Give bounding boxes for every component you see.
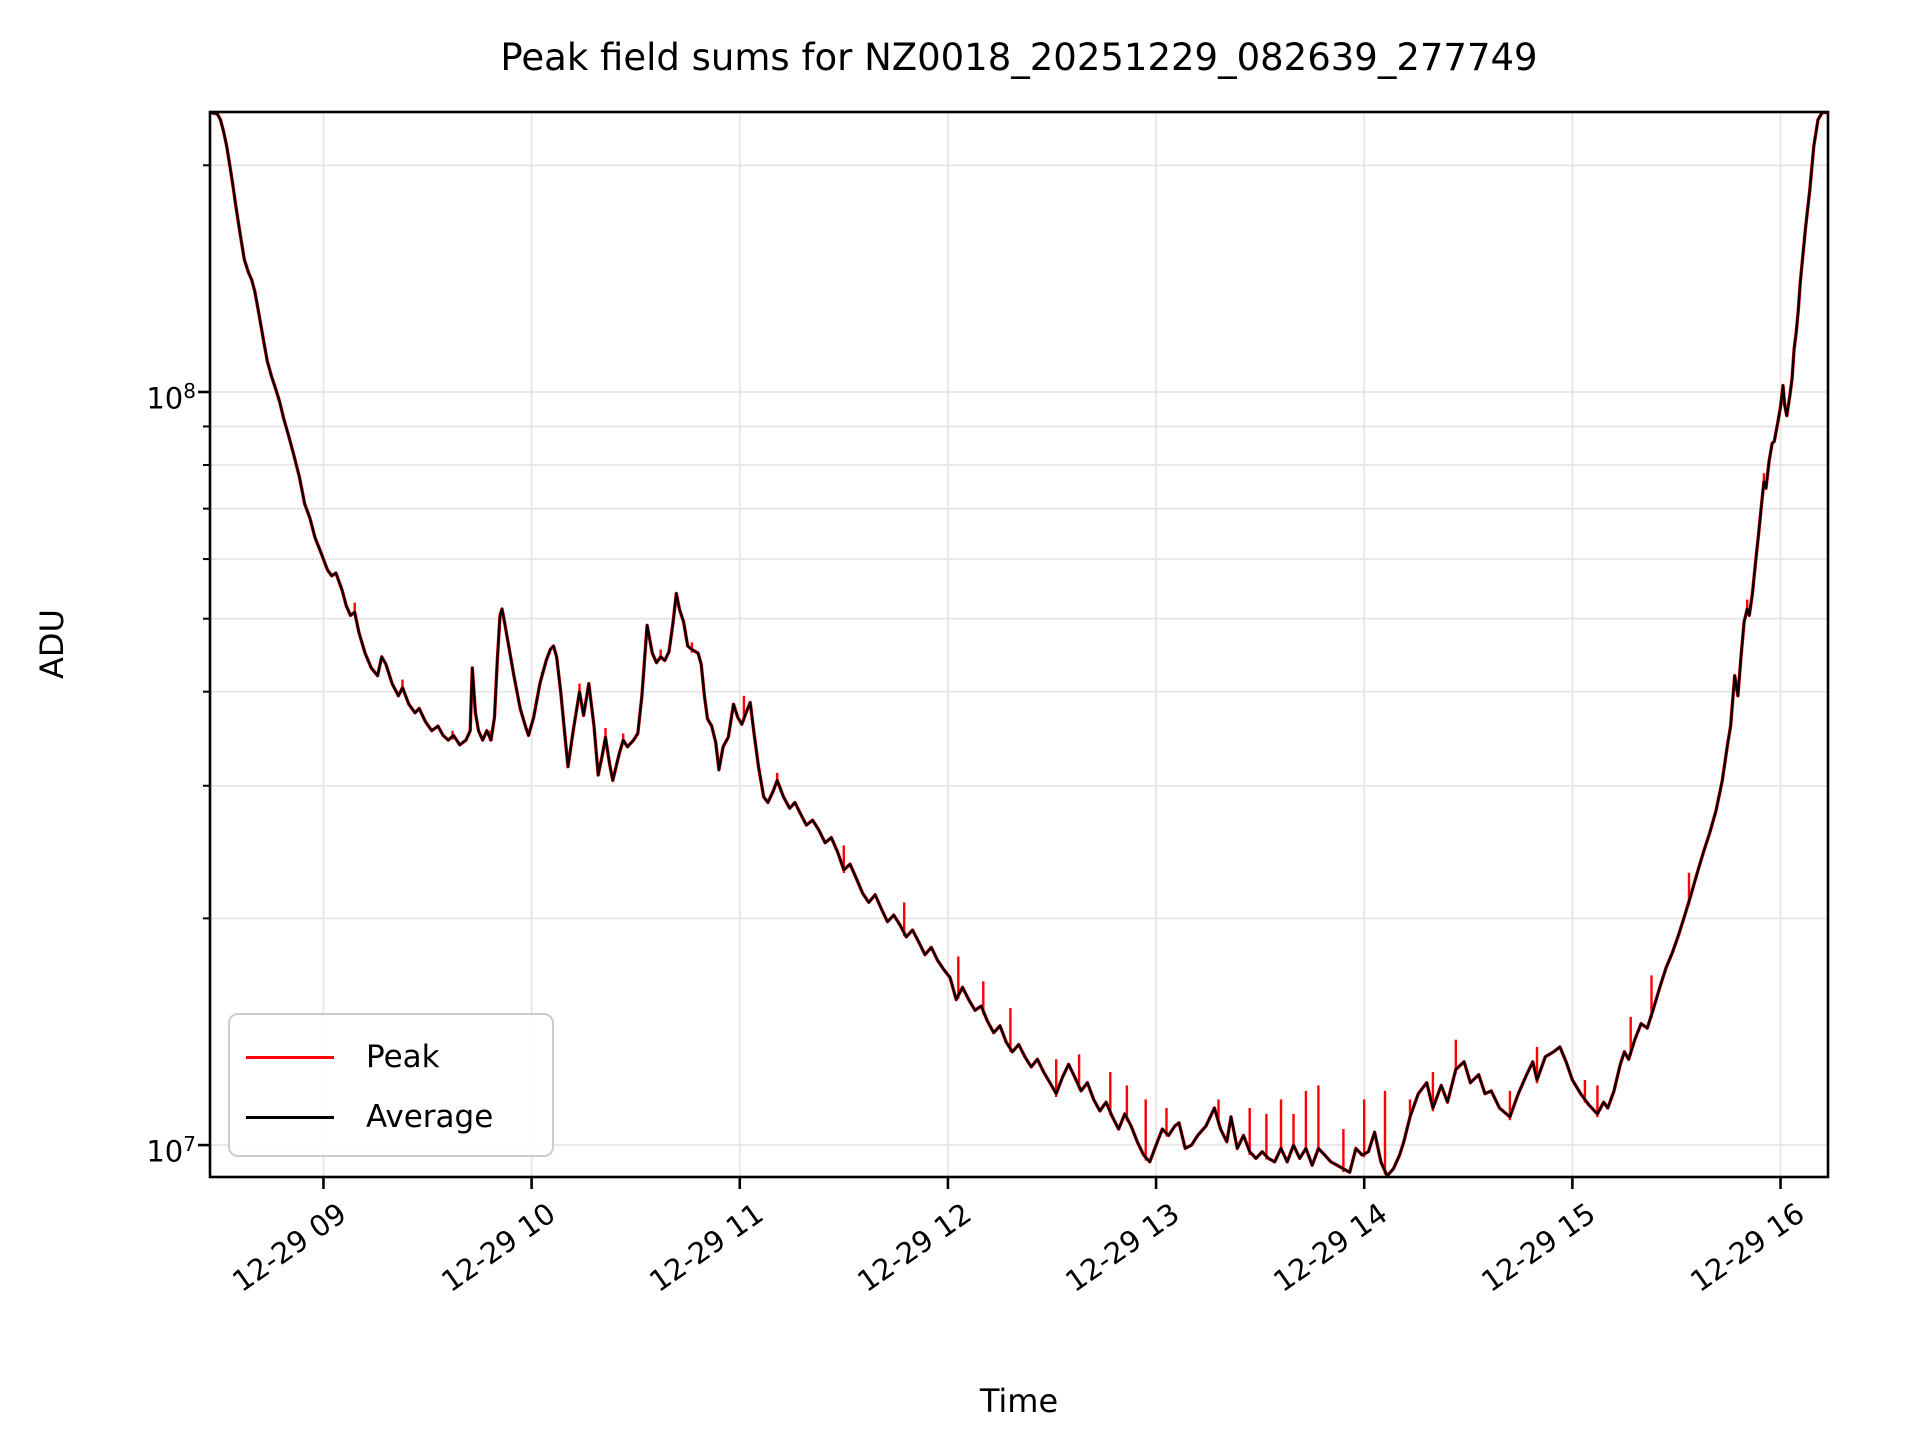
average-line-sample (246, 1115, 334, 1119)
y-tick-base: 10 (146, 1134, 184, 1169)
y-tick-base: 10 (146, 381, 184, 416)
average-series-line (210, 112, 1828, 1177)
legend-label-average: Average (366, 1099, 494, 1135)
legend: Peak Average (228, 1013, 554, 1157)
y-tick-exponent: 7 (183, 1132, 196, 1156)
x-axis-label: Time (979, 1382, 1059, 1420)
peak-line-sample (246, 1055, 334, 1059)
plot-frame (208, 110, 1830, 1179)
tick-marks (198, 164, 1782, 1189)
y-tick-label-1e8: 108 (76, 372, 196, 418)
y-tick-label-1e7: 107 (76, 1125, 196, 1171)
gridlines (210, 112, 1828, 1177)
legend-item-peak: Peak (246, 1027, 552, 1087)
peak-spikes (353, 473, 1766, 1175)
legend-item-average: Average (246, 1087, 552, 1147)
legend-label-peak: Peak (366, 1039, 440, 1075)
chart-title: Peak field sums for NZ0018_20251229_0826… (500, 36, 1538, 79)
data-series (210, 112, 1828, 1177)
y-tick-exponent: 8 (183, 379, 196, 403)
y-axis-label: ADU (33, 609, 71, 679)
